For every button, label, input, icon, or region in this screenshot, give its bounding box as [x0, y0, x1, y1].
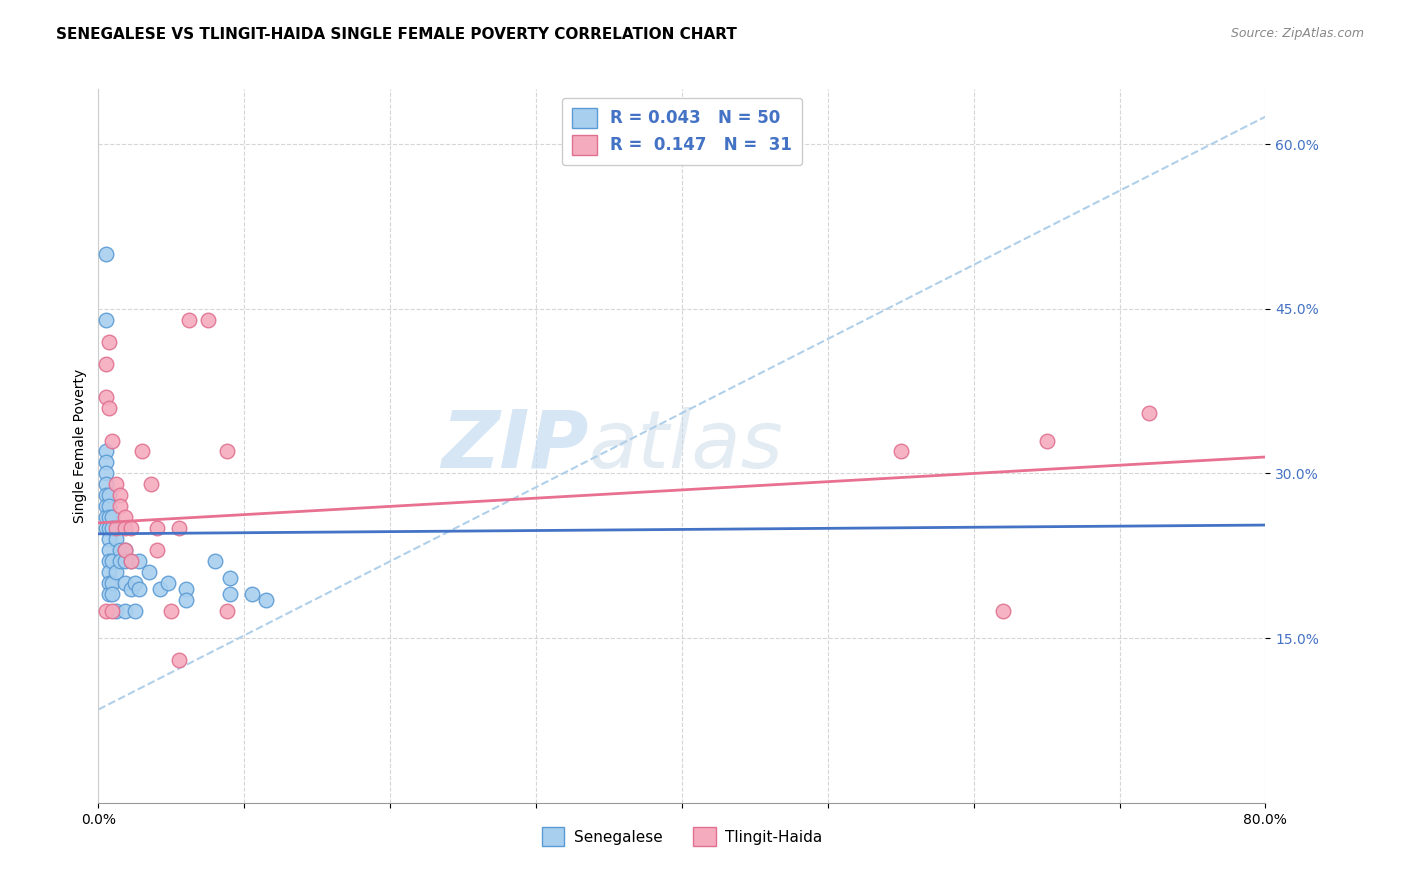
- Point: [94, 521, 117, 535]
- Point: [146, 521, 169, 535]
- Point: [94, 247, 117, 261]
- Point: [104, 566, 127, 580]
- Point: [177, 312, 200, 326]
- Point: [100, 576, 122, 591]
- Point: [120, 554, 142, 568]
- Point: [110, 488, 132, 502]
- Point: [114, 543, 136, 558]
- Point: [120, 582, 142, 596]
- Point: [114, 521, 136, 535]
- Point: [97, 334, 120, 349]
- Point: [114, 604, 136, 618]
- Point: [149, 582, 172, 596]
- Point: [100, 434, 122, 448]
- Point: [120, 554, 142, 568]
- Point: [890, 444, 912, 458]
- Point: [100, 587, 122, 601]
- Point: [97, 488, 120, 502]
- Point: [94, 357, 117, 371]
- Point: [174, 592, 197, 607]
- Point: [1035, 434, 1057, 448]
- Point: [110, 500, 132, 514]
- Point: [128, 582, 150, 596]
- Point: [1137, 406, 1160, 420]
- Point: [218, 571, 240, 585]
- Point: [128, 554, 150, 568]
- Point: [139, 477, 162, 491]
- Point: [97, 566, 120, 580]
- Point: [100, 521, 122, 535]
- Point: [104, 477, 127, 491]
- Point: [104, 521, 127, 535]
- Point: [218, 587, 240, 601]
- Point: [97, 554, 120, 568]
- Text: ZIP: ZIP: [441, 407, 589, 485]
- Point: [97, 587, 120, 601]
- Text: atlas: atlas: [589, 407, 783, 485]
- Point: [160, 604, 183, 618]
- Point: [197, 312, 219, 326]
- Legend: Senegalese, Tlingit-Haida: Senegalese, Tlingit-Haida: [536, 822, 828, 852]
- Text: SENEGALESE VS TLINGIT-HAIDA SINGLE FEMALE POVERTY CORRELATION CHART: SENEGALESE VS TLINGIT-HAIDA SINGLE FEMAL…: [56, 27, 737, 42]
- Point: [110, 554, 132, 568]
- Point: [120, 521, 142, 535]
- Point: [100, 604, 122, 618]
- Point: [114, 576, 136, 591]
- Point: [97, 533, 120, 547]
- Point: [100, 510, 122, 524]
- Text: Source: ZipAtlas.com: Source: ZipAtlas.com: [1230, 27, 1364, 40]
- Point: [240, 587, 263, 601]
- Point: [215, 444, 238, 458]
- Point: [97, 500, 120, 514]
- Point: [94, 510, 117, 524]
- Point: [94, 455, 117, 469]
- Point: [114, 510, 136, 524]
- Point: [138, 566, 160, 580]
- Point: [157, 576, 180, 591]
- Point: [94, 604, 117, 618]
- Point: [97, 401, 120, 415]
- Point: [215, 604, 238, 618]
- Point: [104, 533, 127, 547]
- Point: [167, 521, 190, 535]
- Point: [110, 543, 132, 558]
- Point: [94, 312, 117, 326]
- Point: [94, 444, 117, 458]
- Point: [114, 543, 136, 558]
- Point: [94, 467, 117, 481]
- Point: [94, 390, 117, 404]
- Point: [94, 488, 117, 502]
- Point: [94, 477, 117, 491]
- Point: [146, 543, 169, 558]
- Point: [100, 554, 122, 568]
- Point: [204, 554, 226, 568]
- Point: [167, 653, 190, 667]
- Point: [131, 444, 153, 458]
- Point: [254, 592, 277, 607]
- Point: [124, 576, 146, 591]
- Point: [97, 576, 120, 591]
- Point: [104, 604, 127, 618]
- Point: [174, 582, 197, 596]
- Point: [97, 521, 120, 535]
- Point: [991, 604, 1014, 618]
- Point: [124, 604, 146, 618]
- Point: [114, 554, 136, 568]
- Y-axis label: Single Female Poverty: Single Female Poverty: [73, 369, 87, 523]
- Point: [97, 510, 120, 524]
- Point: [97, 543, 120, 558]
- Point: [94, 500, 117, 514]
